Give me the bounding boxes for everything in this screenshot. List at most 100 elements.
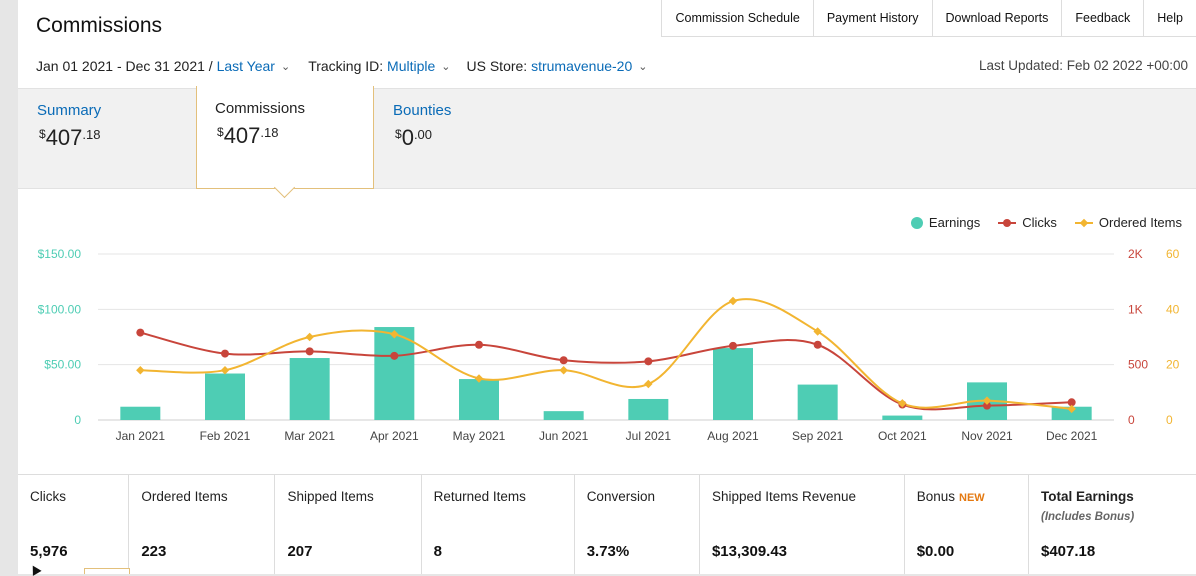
clicks-point xyxy=(644,357,653,366)
legend-earnings[interactable]: Earnings xyxy=(910,215,980,230)
earnings-bar xyxy=(713,348,753,420)
x-axis-tick-label: Oct 2021 xyxy=(878,429,927,443)
chevron-down-icon[interactable]: ⌄ xyxy=(441,60,451,73)
ordered-items-point xyxy=(474,374,484,383)
top-nav: Commission Schedule Payment History Down… xyxy=(661,0,1196,37)
y-axis-tick-label: $50.00 xyxy=(44,358,81,372)
ordered-items-point xyxy=(220,365,230,375)
legend-clicks[interactable]: Clicks xyxy=(998,215,1057,230)
ordered-items-point xyxy=(644,379,653,389)
ordered-items-point xyxy=(559,365,568,375)
chart-legend: Earnings Clicks Ordered Items xyxy=(910,215,1182,230)
last-updated: Last Updated: Feb 02 2022 +00:00 xyxy=(978,58,1188,73)
clicks-marker-icon xyxy=(998,218,1017,227)
download-reports-button[interactable]: Download Reports xyxy=(933,0,1063,36)
store-label: US Store: xyxy=(466,58,528,74)
clicks-axis-tick-label: 1K xyxy=(1128,302,1143,316)
chevron-down-icon[interactable]: ⌄ xyxy=(638,60,648,73)
x-axis-tick-label: Apr 2021 xyxy=(370,429,419,443)
x-axis-tick-label: Aug 2021 xyxy=(707,429,759,443)
x-axis-tick-label: Mar 2021 xyxy=(284,429,335,443)
stat-shipped-items: Shipped Items 207 xyxy=(275,475,422,574)
legend-ordered-items[interactable]: Ordered Items xyxy=(1074,215,1182,230)
filter-bar: Jan 01 2021 - Dec 31 2021 / Last Year ⌄ … xyxy=(36,58,647,74)
earnings-bar xyxy=(289,358,330,420)
stat-conversion: Conversion 3.73% xyxy=(575,475,700,574)
tab-bar: Summary $407.18 Bounties $0.00 xyxy=(18,88,1196,189)
chevron-down-icon[interactable]: ⌄ xyxy=(280,60,291,73)
earnings-bar xyxy=(797,384,838,420)
clicks-axis-tick-label: 500 xyxy=(1128,358,1148,372)
ordered-items-point xyxy=(982,396,992,405)
x-axis-tick-label: Dec 2021 xyxy=(1046,429,1098,443)
tooltip-tab xyxy=(84,568,130,574)
date-range: Jan 01 2021 - Dec 31 2021 / xyxy=(36,58,213,74)
stat-clicks: Clicks 5,976 xyxy=(18,475,130,574)
y-axis-tick-label: $100.00 xyxy=(38,302,82,316)
x-axis-tick-label: Jun 2021 xyxy=(539,429,589,443)
earnings-bar xyxy=(459,379,499,420)
y-axis-tick-label: $150.00 xyxy=(38,247,82,261)
earnings-marker-icon xyxy=(910,216,923,229)
commissions-card: Commissions Commission Schedule Payment … xyxy=(18,0,1196,574)
earnings-bar xyxy=(543,411,584,420)
earnings-bar xyxy=(1051,406,1092,420)
x-axis-tick-label: Nov 2021 xyxy=(961,429,1013,443)
x-axis-tick-label: Feb 2021 xyxy=(200,429,251,443)
ordered-items-point xyxy=(305,332,314,342)
earnings-bar xyxy=(205,373,245,420)
ordered-items-line xyxy=(140,298,1072,410)
items-axis-tick-label: 0 xyxy=(1166,413,1173,427)
tab-bounties-value: $0.00 xyxy=(395,125,433,150)
earnings-bar xyxy=(374,327,415,420)
ordered-items-point xyxy=(390,329,399,339)
tab-commissions[interactable]: Commissions $407.18 xyxy=(196,86,374,189)
tab-summary-label: Summary xyxy=(37,102,102,119)
ordered-items-point xyxy=(136,365,145,375)
stat-shipped-revenue: Shipped Items Revenue $13,309.43 xyxy=(700,475,905,574)
tracking-id-label: Tracking ID: xyxy=(308,58,384,74)
feedback-button[interactable]: Feedback xyxy=(1062,0,1145,36)
earnings-chart: $150.00 $100.00 $50.00 0 2K 1K 500 0 60 40 20 0 Jan … xyxy=(38,247,1180,443)
stat-ordered-items: Ordered Items 223 xyxy=(129,475,276,574)
stats-row: Clicks 5,976 Ordered Items 223 Shipped I… xyxy=(18,474,1196,574)
clicks-point xyxy=(390,351,399,360)
clicks-axis-tick-label: 2K xyxy=(1128,247,1143,261)
commission-schedule-button[interactable]: Commission Schedule xyxy=(662,0,814,36)
earnings-bar xyxy=(882,415,923,420)
stat-returned-items: Returned Items 8 xyxy=(422,475,575,574)
tab-summary-value: $407.18 xyxy=(39,125,101,150)
tab-bounties-label: Bounties xyxy=(393,102,452,119)
clicks-point xyxy=(983,401,991,410)
payment-history-button[interactable]: Payment History xyxy=(814,0,933,36)
clicks-point xyxy=(813,340,822,349)
clicks-point xyxy=(729,341,737,350)
clicks-point xyxy=(221,349,229,358)
tab-summary[interactable]: Summary $407.18 xyxy=(37,89,177,188)
x-axis-tick-label: Jul 2021 xyxy=(626,429,672,443)
stat-total-earnings: Total Earnings (Includes Bonus) $407.18 xyxy=(1040,489,1135,560)
help-button[interactable]: Help xyxy=(1157,11,1183,25)
ordered-items-point xyxy=(728,296,738,306)
clicks-point xyxy=(559,356,568,365)
x-axis-tick-label: Sep 2021 xyxy=(792,429,844,443)
tracking-id-dropdown[interactable]: Multiple xyxy=(387,58,436,74)
items-axis-tick-label: 40 xyxy=(1166,302,1180,316)
earnings-bar xyxy=(120,406,161,420)
clicks-line xyxy=(140,331,1072,411)
new-badge: NEW xyxy=(959,492,985,504)
clicks-point xyxy=(136,328,145,337)
earnings-bar xyxy=(628,398,669,420)
y-axis-tick-label: 0 xyxy=(74,413,81,427)
x-axis-tick-label: May 2021 xyxy=(453,429,506,443)
clicks-axis-tick-label: 0 xyxy=(1128,413,1135,427)
period-dropdown[interactable]: Last Year xyxy=(216,58,275,74)
tab-commissions-value: $407.18 xyxy=(217,123,279,148)
store-dropdown[interactable]: strumavenue-20 xyxy=(531,58,633,74)
clicks-point xyxy=(305,347,314,356)
tab-commissions-label: Commissions xyxy=(215,100,306,117)
stat-bonus: Bonus NEW $0.00 xyxy=(905,475,1029,574)
tab-bounties[interactable]: Bounties $0.00 xyxy=(393,89,533,188)
items-axis-tick-label: 20 xyxy=(1166,358,1180,372)
page-title: Commissions xyxy=(36,14,163,37)
